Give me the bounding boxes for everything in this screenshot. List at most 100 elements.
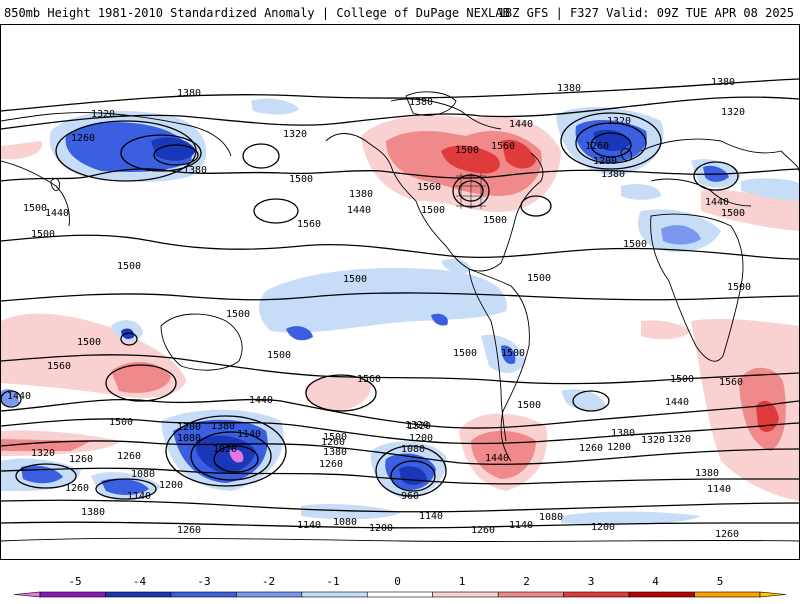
colorbar-max-arrow [759, 591, 787, 598]
contour-label: 1440 [485, 453, 509, 464]
contour-label: 1380 [601, 169, 625, 180]
colorbar-ticks: -5 -4 -3 -2 -1 0 1 2 3 4 5 [68, 575, 723, 588]
colorbar: -5 -4 -3 -2 -1 0 1 2 3 4 5 [0, 570, 800, 600]
contour-label: 1380 [349, 189, 373, 200]
coastlines [1, 91, 799, 543]
contour-label: 1440 [705, 197, 729, 208]
contour-label: 1500 [455, 145, 479, 156]
contour-label: 1500 [517, 400, 541, 411]
contour-label: 1500 [501, 348, 525, 359]
contour-label: 1140 [707, 484, 731, 495]
contour-label: 1080 [401, 444, 425, 455]
contour-label: 1140 [297, 520, 321, 531]
colorbar-tick-label: -3 [197, 575, 210, 588]
contour-label: 1500 [527, 273, 551, 284]
contour-label: 1020 [213, 444, 237, 455]
colorbar-swatch [236, 591, 303, 598]
contour-label: 1500 [31, 229, 55, 240]
contour-label: 1440 [7, 391, 31, 402]
contour-label: 1380 [323, 447, 347, 458]
colorbar-tick-label: 0 [394, 575, 401, 588]
contour-label: 1260 [715, 529, 739, 540]
contour-label: 1200 [159, 480, 183, 491]
contour-label: 1500 [721, 208, 745, 219]
contour-label: 1200 [607, 442, 631, 453]
colorbar-swatch [432, 591, 499, 598]
contour-label: 1440 [45, 208, 69, 219]
contour-label: 1200 [177, 422, 201, 433]
contour-label: 1320 [283, 129, 307, 140]
grid-box [456, 173, 486, 209]
colorbar-tick-label: 1 [459, 575, 466, 588]
colorbar-tick-label: -5 [68, 575, 81, 588]
contour-label: 1200 [369, 523, 393, 534]
contour-label: 1320 [405, 420, 429, 431]
contour-label: 1260 [71, 133, 95, 144]
colorbar-tick-label: 3 [588, 575, 595, 588]
contour-label: 1320 [607, 116, 631, 127]
colorbar-tick-label: 5 [717, 575, 724, 588]
map-title: 850mb Height 1981-2010 Standardized Anom… [4, 6, 510, 20]
contour-label: 1380 [183, 165, 207, 176]
anomaly-map: 1380 1320 1260 1380 1500 1320 1440 1500 … [1, 77, 799, 543]
contour-label: 1260 [579, 443, 603, 454]
contour-label: 1260 [69, 454, 93, 465]
contour-label: 1320 [91, 109, 115, 120]
colorbar-swatch [366, 591, 434, 598]
contour-label: 1380 [81, 507, 105, 518]
colorbar-tick-label: 2 [523, 575, 530, 588]
contour-label: 1260 [117, 451, 141, 462]
colorbar-swatch [301, 591, 368, 598]
contour-label: 1500 [267, 350, 291, 361]
contour-label: 1500 [453, 348, 477, 359]
contour-label: 1440 [249, 395, 273, 406]
contour-labels: 1380 1320 1260 1380 1500 1320 1440 1500 … [7, 77, 751, 540]
contour-label: 1500 [623, 239, 647, 250]
contour-label: 1260 [65, 483, 89, 494]
contour-label: 1080 [177, 433, 201, 444]
colorbar-tick-label: -2 [262, 575, 275, 588]
contour-label: 1200 [409, 433, 433, 444]
contour-label: 1320 [641, 435, 665, 446]
contour-label: 1200 [591, 522, 615, 533]
contour-label: 960 [401, 491, 419, 502]
colorbar-swatch [563, 591, 630, 598]
contour-label: 1500 [109, 417, 133, 428]
colorbar-swatches [13, 591, 787, 598]
contour-label: 1260 [585, 141, 609, 152]
contour-label: 1560 [297, 219, 321, 230]
colorbar-tick-label: 4 [652, 575, 659, 588]
contour-label: 1500 [289, 174, 313, 185]
contour-label: 1500 [483, 215, 507, 226]
contour-label: 1140 [419, 511, 443, 522]
contour-label: 1140 [509, 520, 533, 531]
contour-label: 1140 [237, 429, 261, 440]
contour-label: 1380 [611, 428, 635, 439]
contour-label: 1560 [719, 377, 743, 388]
contour-label: 1380 [177, 88, 201, 99]
map-panel[interactable]: 1380 1320 1260 1380 1500 1320 1440 1500 … [0, 24, 800, 560]
colorbar-swatch [170, 591, 237, 598]
anomaly-shading [1, 98, 799, 525]
contour-label: 1500 [23, 203, 47, 214]
contour-label: 1560 [417, 182, 441, 193]
contour-label: 1380 [409, 97, 433, 108]
contour-label: 1440 [509, 119, 533, 130]
colorbar-tick-label: -4 [133, 575, 147, 588]
contour-label: 1080 [333, 517, 357, 528]
contour-label: 1320 [407, 421, 431, 432]
contour-label: 1140 [127, 491, 151, 502]
contour-label: 1500 [421, 205, 445, 216]
contour-label: 1260 [471, 525, 495, 536]
contour-label: 1380 [711, 77, 735, 88]
colorbar-svg: -5 -4 -3 -2 -1 0 1 2 3 4 5 [13, 575, 787, 598]
contour-label: 1500 [343, 274, 367, 285]
contour-label: 1260 [321, 437, 345, 448]
contour-label: 1440 [665, 397, 689, 408]
colorbar-min-arrow [13, 591, 41, 598]
contour-label: 1500 [323, 432, 347, 443]
contour-label: 1080 [539, 512, 563, 523]
contour-label: 1500 [226, 309, 250, 320]
contour-label: 1560 [491, 141, 515, 152]
contour-label: 1320 [721, 107, 745, 118]
